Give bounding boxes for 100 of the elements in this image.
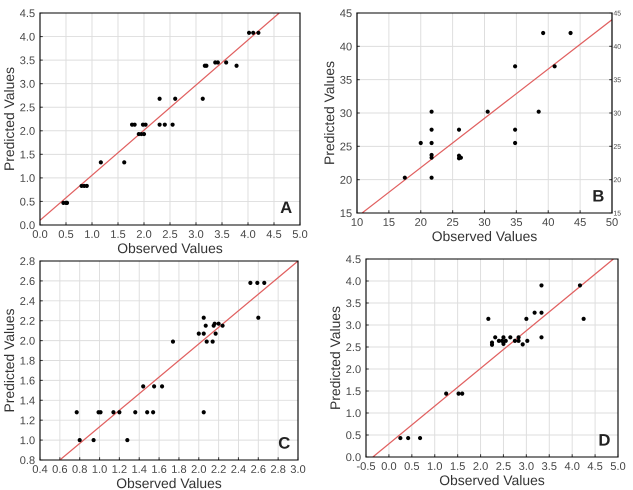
annotation: D: [600, 434, 610, 446]
point: [234, 64, 239, 68]
point: [430, 140, 434, 146]
point: [493, 335, 498, 340]
y-tick-label: 2.0: [20, 336, 35, 345]
point: [196, 332, 201, 336]
point: [524, 316, 528, 321]
y-tick-label: 4.0: [20, 32, 35, 41]
y-tick-label: 0.0: [346, 453, 361, 462]
y-axis-title: Predicted Values: [324, 62, 334, 164]
point: [256, 316, 260, 320]
y-axis-title: Predicted Values: [4, 68, 14, 170]
x-tick-label: 50: [606, 218, 618, 226]
x-tick-label: 1.0: [428, 462, 442, 470]
point: [532, 310, 537, 315]
y-tick-label: 2.5: [20, 103, 35, 112]
point: [160, 384, 164, 388]
point: [486, 316, 490, 321]
point: [398, 436, 402, 440]
point: [158, 96, 162, 101]
point: [246, 30, 252, 35]
x-tick-label: 0.5: [404, 462, 420, 470]
y-tick-label: 35: [340, 76, 352, 84]
point: [402, 176, 407, 180]
point: [539, 335, 544, 340]
x-tick-label: 10: [352, 218, 363, 226]
x-tick-label: 0.0: [382, 462, 396, 470]
x-tick-label: 2.5: [496, 462, 511, 470]
y-tick-label: 3.0: [346, 321, 361, 330]
point: [552, 64, 557, 68]
point: [220, 324, 225, 328]
point: [430, 176, 434, 180]
y-tick-label: 40: [340, 42, 352, 50]
y-tick-label: 2.0: [346, 365, 361, 374]
point: [508, 335, 512, 340]
annotation: A: [280, 202, 292, 214]
x-tick-label: 2.2: [211, 465, 226, 473]
point: [145, 410, 150, 414]
point: [444, 392, 448, 396]
point: [255, 280, 260, 285]
point: [224, 60, 228, 65]
x-tick-label: 1.5: [450, 462, 465, 470]
y-tick-label: 2.8: [20, 257, 35, 266]
x-tick-label: 3.0: [290, 465, 306, 474]
point: [513, 128, 518, 132]
point: [486, 110, 490, 114]
point: [210, 340, 215, 344]
x-axis-title: Observed Values: [116, 478, 222, 488]
y-tick-label: 4.0: [346, 277, 361, 286]
x-tick-label: 0.8: [72, 465, 87, 474]
point: [78, 438, 82, 442]
point: [162, 122, 167, 127]
point: [92, 438, 96, 442]
y-tick-label: 1.8: [20, 356, 35, 365]
x-tick-label: 4.0: [240, 230, 256, 238]
x-tick-label: 1.0: [92, 465, 107, 474]
x-tick-label: 1.4: [132, 465, 147, 473]
point: [204, 340, 209, 344]
y-tick-label: 45: [340, 9, 352, 18]
point: [151, 410, 156, 414]
y-tick-label: 1.5: [346, 387, 361, 396]
y-tick-label: 1.2: [20, 416, 35, 424]
point: [170, 340, 176, 344]
y-tick-label: 4.5: [346, 255, 361, 264]
x-tick-label: 0.6: [52, 465, 68, 474]
point: [516, 335, 521, 340]
annotation: C: [278, 436, 290, 449]
x-tick-label: 5.0: [610, 462, 626, 470]
point: [430, 128, 434, 132]
point: [520, 342, 525, 346]
point: [456, 392, 461, 396]
y-tick-label: 3.5: [346, 299, 361, 308]
x-tick-label: 0.0: [32, 230, 48, 238]
point: [513, 140, 518, 146]
point: [170, 122, 175, 127]
y-tick-label: 1.6: [20, 376, 35, 385]
point: [501, 335, 506, 340]
y-tick-label: 2.4: [20, 297, 35, 305]
x-tick-label: 5.0: [292, 230, 308, 238]
x-tick-label: 35: [510, 218, 522, 226]
y-tick-label: 4.5: [20, 9, 35, 18]
x-axis-title: Observed Values: [118, 242, 222, 254]
x-tick-label: -0.5: [356, 462, 376, 470]
x-tick-label: 2.0: [136, 230, 152, 238]
point: [516, 338, 521, 343]
x-tick-label: 2.0: [473, 462, 488, 470]
point: [539, 310, 544, 315]
point: [204, 324, 208, 328]
point: [152, 384, 156, 388]
y-tick-label: 2.0: [20, 127, 35, 135]
point: [460, 392, 464, 396]
point: [216, 322, 221, 326]
x-tick-label: 3.5: [542, 462, 557, 470]
point: [214, 332, 218, 336]
point: [158, 122, 162, 127]
y-tick-label: 1.0: [346, 409, 361, 418]
y-tick-label: 1.0: [20, 174, 35, 182]
x-tick-label: 2.5: [162, 230, 178, 238]
point: [430, 110, 434, 114]
y-tick-label: 1.5: [20, 150, 35, 158]
